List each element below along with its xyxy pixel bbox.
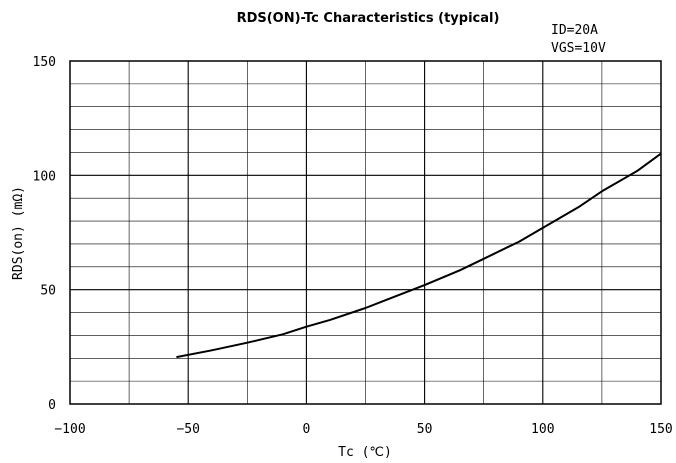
y-tick-label: 0 [48,398,56,413]
y-tick-label: 50 [40,284,56,299]
x-axis-label: Tc (℃) [338,445,392,460]
series-line [176,152,662,359]
y-axis-label: RDS(on) (mΩ) [11,186,26,280]
x-tick-label: 150 [649,422,672,437]
condition-vgs: VGS=10V [551,41,606,56]
x-tick-label: 50 [417,422,433,437]
grid [70,61,661,404]
series-layer [176,152,662,359]
plot-frame [69,60,662,405]
y-tick-label: 150 [33,55,56,70]
tick-labels: −100 −50 0 50 100 150 0 50 100 150 [33,55,673,437]
x-tick-label: −50 [176,422,199,437]
chart-title: RDS(ON)-Tc Characteristics (typical) [237,11,500,26]
y-tick-label: 100 [33,169,56,184]
x-tick-label: 100 [531,422,554,437]
condition-id: ID=20A [551,23,598,38]
x-tick-label: −100 [54,422,85,437]
x-tick-label: 0 [302,422,310,437]
